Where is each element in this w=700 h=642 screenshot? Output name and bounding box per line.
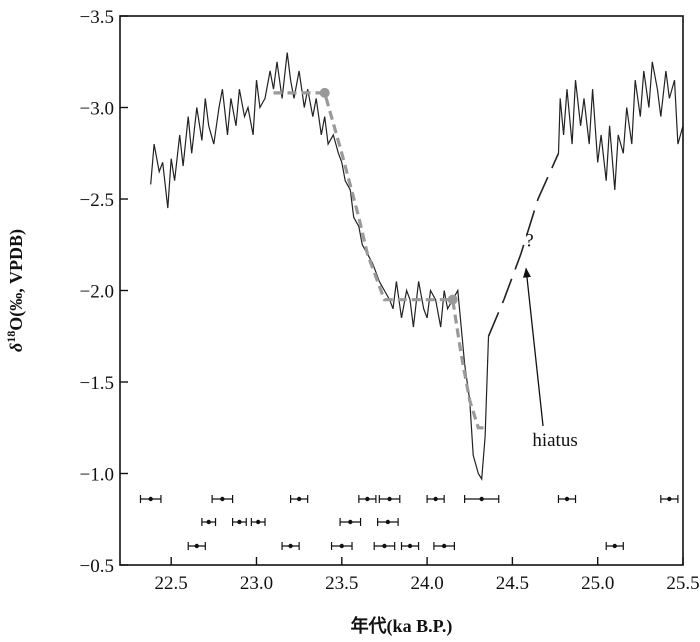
age-point <box>479 496 484 502</box>
age-point <box>365 496 370 502</box>
y-tick-label: −1.5 <box>80 373 114 394</box>
x-axis-title: 年代(ka B.P.) <box>351 615 453 637</box>
y-tick-label: −3.5 <box>80 7 114 28</box>
y-tick-label: −3.0 <box>80 99 114 120</box>
hiatus-arrow <box>523 267 544 427</box>
isotope-series-line <box>150 52 490 481</box>
x-tick-label: 23.0 <box>240 573 273 594</box>
fit-dashed-line <box>273 91 486 430</box>
y-axis-title-delta: δ <box>6 343 26 352</box>
x-tick-label: 23.5 <box>325 573 358 594</box>
age-point <box>667 496 672 502</box>
age-point <box>194 543 199 549</box>
age-point <box>296 496 302 502</box>
age-point <box>385 519 391 525</box>
age-point <box>407 543 413 549</box>
age-point <box>339 543 344 549</box>
age-point <box>148 496 153 502</box>
y-tick-label: −2.5 <box>80 190 114 211</box>
series-layer <box>150 52 684 481</box>
fit-layer <box>273 87 486 430</box>
y-axis-title: δ18O(‰, VPDB) <box>4 229 27 352</box>
plot-frame <box>119 15 684 566</box>
age-point <box>348 519 353 525</box>
age-point <box>288 543 293 549</box>
isotope-series-line <box>557 61 684 190</box>
y-axis-title-rest: O(‰, VPDB) <box>6 229 27 331</box>
fit-marker-point <box>319 87 330 98</box>
x-tick-label: 25.0 <box>581 573 614 594</box>
y-tick-label: −0.5 <box>80 556 114 577</box>
age-point <box>441 543 447 549</box>
x-tick-label: 25.5 <box>666 573 699 594</box>
age-point <box>255 519 261 525</box>
age-point <box>237 519 242 525</box>
x-tick-label: 24.0 <box>410 573 443 594</box>
age-point <box>433 496 438 502</box>
age-point <box>382 543 387 549</box>
age-point <box>206 519 211 525</box>
y-tick-label: −2.0 <box>80 282 114 303</box>
hiatus-dashed-line <box>487 152 560 337</box>
x-tick-label: 24.5 <box>496 573 529 594</box>
axis-layer: 22.5 23.0 23.5 24.0 24.5 25.0 25.5 −3.5 −3.0 −2.5… <box>80 7 700 594</box>
question-mark-label: ? <box>525 231 533 252</box>
errorbar-layer <box>139 495 679 550</box>
x-tick-label: 22.5 <box>155 573 188 594</box>
annotation-layer: ? hiatus <box>523 231 578 451</box>
age-point <box>387 496 392 502</box>
age-point <box>612 543 617 549</box>
age-point <box>564 496 570 502</box>
hiatus-label: hiatus <box>532 430 577 451</box>
fit-marker-point <box>447 294 458 305</box>
y-tick-label: −1.0 <box>80 465 114 486</box>
age-point <box>220 496 225 502</box>
y-axis-title-sup: 18 <box>4 331 18 343</box>
